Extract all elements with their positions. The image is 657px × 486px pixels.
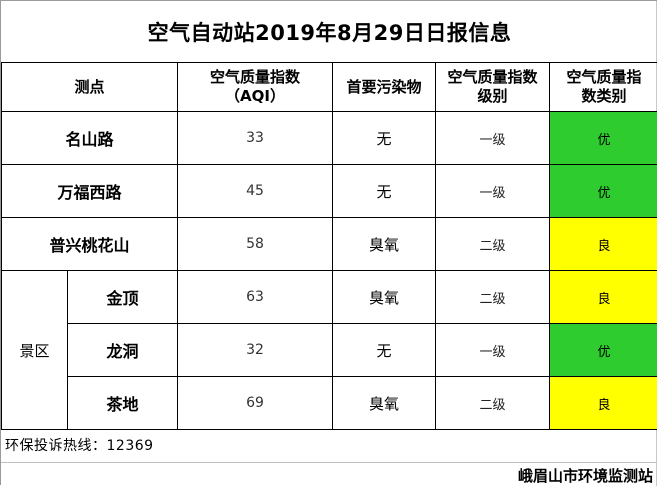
header-level-line1: 空气质量指数 <box>436 68 549 87</box>
primary-pollutant: 无 <box>333 112 436 165</box>
aqi-value: 45 <box>178 165 333 218</box>
aqi-level: 二级 <box>436 377 550 430</box>
aqi-level: 一级 <box>436 112 550 165</box>
report-title: 空气自动站2019年8月29日日报信息 <box>1 1 657 63</box>
organization-name: 峨眉山市环境监测站 <box>518 465 653 486</box>
table-row: 景区 金顶 63 臭氧 二级 良 <box>2 271 657 324</box>
aqi-value: 63 <box>178 271 333 324</box>
aqi-category: 优 <box>550 165 657 218</box>
header-aqi-line2: （AQI） <box>178 87 332 106</box>
header-aqi-line1: 空气质量指数 <box>178 68 332 87</box>
site-name: 龙洞 <box>68 324 178 377</box>
site-name: 茶地 <box>68 377 178 430</box>
site-name: 普兴桃花山 <box>2 218 178 271</box>
primary-pollutant: 无 <box>333 324 436 377</box>
site-name: 名山路 <box>2 112 178 165</box>
site-name: 金顶 <box>68 271 178 324</box>
aqi-level: 二级 <box>436 218 550 271</box>
aqi-level: 二级 <box>436 271 550 324</box>
table-row: 龙洞 32 无 一级 优 <box>2 324 657 377</box>
aqi-value: 33 <box>178 112 333 165</box>
header-site: 测点 <box>2 63 178 112</box>
site-name: 万福西路 <box>2 165 178 218</box>
table-row: 茶地 69 臭氧 二级 良 <box>2 377 657 430</box>
aqi-value: 32 <box>178 324 333 377</box>
aqi-category: 优 <box>550 112 657 165</box>
header-aqi: 空气质量指数 （AQI） <box>178 63 333 112</box>
primary-pollutant: 臭氧 <box>333 377 436 430</box>
header-pollutant: 首要污染物 <box>333 63 436 112</box>
table-row: 名山路 33 无 一级 优 <box>2 112 657 165</box>
primary-pollutant: 臭氧 <box>333 218 436 271</box>
header-category-line2: 数类别 <box>550 87 657 106</box>
aqi-category: 良 <box>550 271 657 324</box>
zone-label: 景区 <box>2 271 68 430</box>
primary-pollutant: 臭氧 <box>333 271 436 324</box>
complaint-hotline: 环保投诉热线：12369 <box>5 435 154 455</box>
header-level: 空气质量指数 级别 <box>436 63 550 112</box>
footer-divider <box>1 462 657 463</box>
aqi-value: 58 <box>178 218 333 271</box>
header-category: 空气质量指 数类别 <box>550 63 657 112</box>
header-level-line2: 级别 <box>436 87 549 106</box>
aqi-level: 一级 <box>436 324 550 377</box>
aqi-category: 良 <box>550 218 657 271</box>
table-row: 万福西路 45 无 一级 优 <box>2 165 657 218</box>
primary-pollutant: 无 <box>333 165 436 218</box>
aqi-level: 一级 <box>436 165 550 218</box>
aqi-category: 良 <box>550 377 657 430</box>
table-header-row: 测点 空气质量指数 （AQI） 首要污染物 空气质量指数 级别 空气质量指 数类… <box>2 63 657 112</box>
aqi-value: 69 <box>178 377 333 430</box>
air-quality-table: 测点 空气质量指数 （AQI） 首要污染物 空气质量指数 级别 空气质量指 数类… <box>1 62 657 430</box>
header-category-line1: 空气质量指 <box>550 68 657 87</box>
aqi-category: 优 <box>550 324 657 377</box>
table-row: 普兴桃花山 58 臭氧 二级 良 <box>2 218 657 271</box>
